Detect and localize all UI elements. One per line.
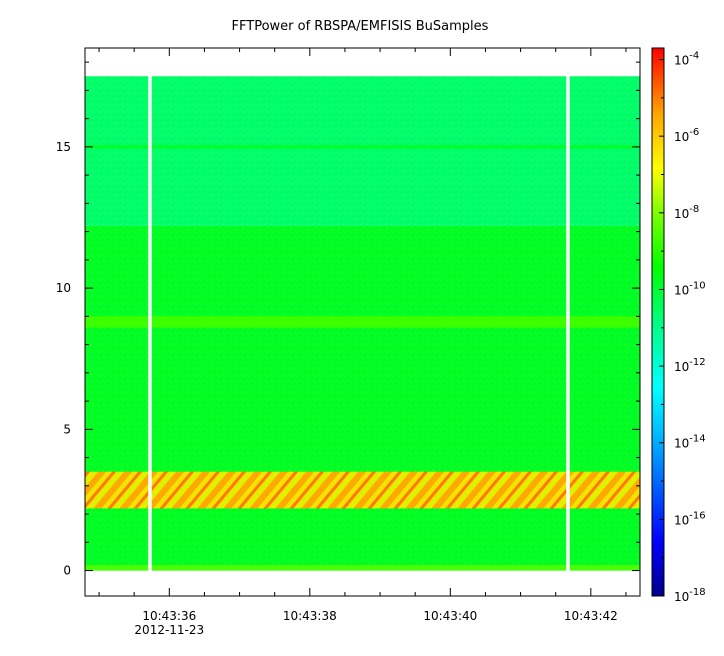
- y-tick-label: 5: [63, 422, 71, 436]
- spectral-feature-band: [85, 471, 640, 509]
- data-gap: [148, 75, 152, 572]
- spectrogram-image: [85, 75, 640, 572]
- colorbar-tick-label: 10-14: [674, 434, 706, 451]
- spectral-feature-band: [85, 316, 640, 328]
- y-tick-label: 15: [56, 140, 71, 154]
- colorbar-tick-label: 10-6: [674, 127, 699, 144]
- y-tick-label: 10: [56, 281, 71, 295]
- colorbar-tick-label: 10-4: [674, 51, 699, 68]
- x-tick-label: 10:43:38: [283, 609, 337, 623]
- colorbar-tick-label: 10-8: [674, 204, 699, 221]
- x-tick-label: 10:43:42: [564, 609, 618, 623]
- y-axis: 0 5 10 15: [56, 61, 640, 578]
- spectral-feature-band: [85, 564, 640, 571]
- x-tick-label: 10:43:36: [142, 609, 196, 623]
- plot-frame: [84, 47, 641, 597]
- colorbar-axis: 10-4 10-6 10-8 10-10 10-12 10-14 10-16 10-18: [659, 51, 706, 604]
- chart-title: FFTPower of RBSPA/EMFISIS BuSamples: [232, 19, 489, 34]
- colorbar-tick-label: 10-12: [674, 357, 706, 374]
- x-tick-date-label: 2012-11-23: [134, 623, 204, 637]
- colorbar-tick-label: 10-10: [674, 280, 706, 297]
- y-tick-label: 0: [63, 564, 71, 578]
- spectral-feature-band: [85, 145, 640, 149]
- colorbar-tick-label: 10-16: [674, 510, 706, 527]
- colorbar-tick-label: 10-18: [674, 587, 706, 604]
- data-gap: [566, 75, 570, 572]
- x-tick-label: 10:43:40: [423, 609, 477, 623]
- colorbar: [651, 47, 665, 597]
